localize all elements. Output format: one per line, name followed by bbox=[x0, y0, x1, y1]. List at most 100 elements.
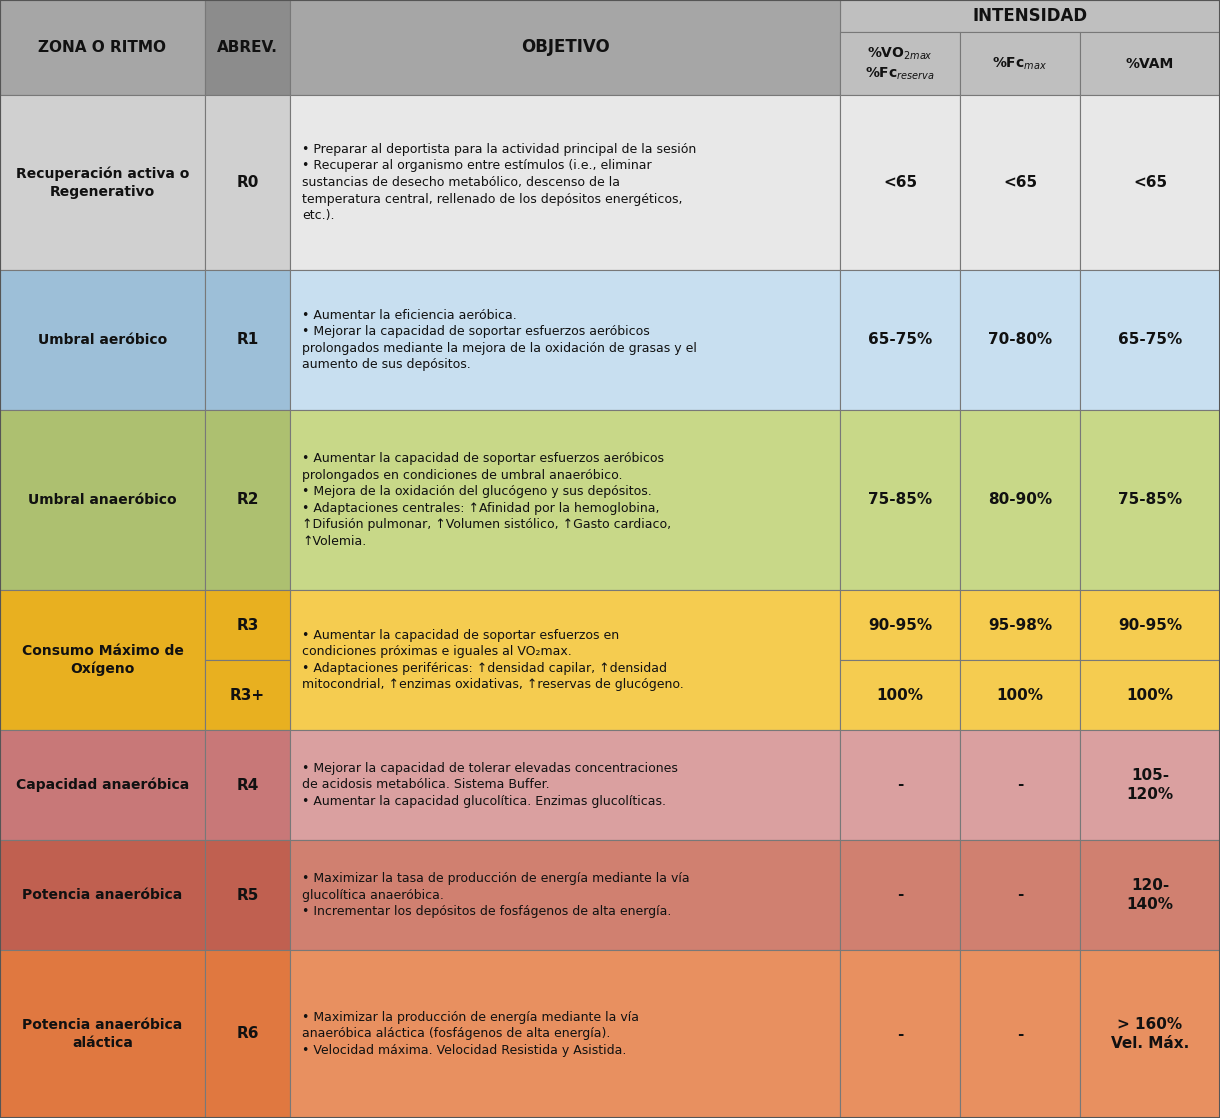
Bar bbox=[0, 730, 205, 840]
Text: R3+: R3+ bbox=[229, 688, 265, 702]
Bar bbox=[205, 730, 290, 840]
Text: > 160%
Vel. Máx.: > 160% Vel. Máx. bbox=[1111, 1017, 1190, 1051]
Text: 70-80%: 70-80% bbox=[988, 332, 1052, 348]
Bar bbox=[290, 95, 841, 271]
Bar bbox=[0, 271, 205, 410]
Bar bbox=[290, 0, 841, 95]
Bar bbox=[0, 950, 205, 1118]
Bar bbox=[841, 840, 960, 950]
Bar bbox=[1080, 660, 1220, 730]
Text: %VAM: %VAM bbox=[1126, 57, 1174, 70]
Text: R2: R2 bbox=[237, 493, 259, 508]
Bar bbox=[290, 840, 841, 950]
Bar bbox=[0, 95, 205, 271]
Text: R1: R1 bbox=[237, 332, 259, 348]
Bar bbox=[0, 410, 205, 590]
Bar bbox=[960, 32, 1080, 95]
Bar bbox=[290, 410, 841, 590]
Text: <65: <65 bbox=[883, 176, 917, 190]
Text: 80-90%: 80-90% bbox=[988, 493, 1052, 508]
Bar bbox=[0, 0, 205, 95]
Text: -: - bbox=[1016, 1026, 1024, 1042]
Bar bbox=[841, 590, 960, 660]
Text: 65-75%: 65-75% bbox=[867, 332, 932, 348]
Bar bbox=[1080, 271, 1220, 410]
Text: 90-95%: 90-95% bbox=[867, 617, 932, 633]
Text: • Mejorar la capacidad de tolerar elevadas concentraciones
de acidosis metabólic: • Mejorar la capacidad de tolerar elevad… bbox=[303, 762, 678, 808]
Text: <65: <65 bbox=[1133, 176, 1168, 190]
Text: -: - bbox=[1016, 888, 1024, 902]
Text: <65: <65 bbox=[1003, 176, 1037, 190]
Bar bbox=[1080, 95, 1220, 271]
Bar bbox=[0, 590, 205, 730]
Text: -: - bbox=[1016, 777, 1024, 793]
Text: Potencia anaeróbica: Potencia anaeróbica bbox=[22, 888, 183, 902]
Bar bbox=[1080, 410, 1220, 590]
Text: 75-85%: 75-85% bbox=[867, 493, 932, 508]
Bar bbox=[960, 660, 1080, 730]
Bar bbox=[841, 271, 960, 410]
Text: • Maximizar la producción de energía mediante la vía
anaeróbica aláctica (fosfág: • Maximizar la producción de energía med… bbox=[303, 1011, 639, 1057]
Bar bbox=[205, 660, 290, 730]
Bar bbox=[290, 271, 841, 410]
Text: Consumo Máximo de
Oxígeno: Consumo Máximo de Oxígeno bbox=[22, 644, 183, 676]
Bar bbox=[841, 950, 960, 1118]
Text: • Aumentar la capacidad de soportar esfuerzos en
condiciones próximas e iguales : • Aumentar la capacidad de soportar esfu… bbox=[303, 628, 683, 691]
Text: -: - bbox=[897, 777, 903, 793]
Text: Recuperación activa o
Regenerativo: Recuperación activa o Regenerativo bbox=[16, 167, 189, 199]
Text: 100%: 100% bbox=[1126, 688, 1174, 702]
Text: -: - bbox=[897, 1026, 903, 1042]
Text: 100%: 100% bbox=[876, 688, 924, 702]
Bar bbox=[205, 0, 290, 95]
Bar bbox=[960, 95, 1080, 271]
Text: • Preparar al deportista para la actividad principal de la sesión
• Recuperar al: • Preparar al deportista para la activid… bbox=[303, 143, 697, 222]
Bar bbox=[205, 950, 290, 1118]
Bar bbox=[205, 271, 290, 410]
Bar bbox=[1080, 590, 1220, 660]
Text: 120-
140%: 120- 140% bbox=[1126, 878, 1174, 912]
Text: %VO$_{2max}$
%Fc$_{reserva}$: %VO$_{2max}$ %Fc$_{reserva}$ bbox=[865, 46, 935, 82]
Bar bbox=[960, 271, 1080, 410]
Text: 65-75%: 65-75% bbox=[1118, 332, 1182, 348]
Text: R0: R0 bbox=[237, 176, 259, 190]
Text: INTENSIDAD: INTENSIDAD bbox=[972, 7, 1087, 25]
Bar bbox=[960, 950, 1080, 1118]
Bar bbox=[1080, 32, 1220, 95]
Text: OBJETIVO: OBJETIVO bbox=[521, 38, 609, 57]
Text: Umbral aeróbico: Umbral aeróbico bbox=[38, 333, 167, 347]
Text: R3: R3 bbox=[237, 617, 259, 633]
Text: %Fc$_{max}$: %Fc$_{max}$ bbox=[993, 55, 1048, 72]
Bar bbox=[960, 590, 1080, 660]
Bar bbox=[205, 590, 290, 660]
Bar bbox=[0, 840, 205, 950]
Text: R5: R5 bbox=[237, 888, 259, 902]
Text: 95-98%: 95-98% bbox=[988, 617, 1052, 633]
Bar bbox=[841, 95, 960, 271]
Text: R4: R4 bbox=[237, 777, 259, 793]
Bar bbox=[1080, 730, 1220, 840]
Text: • Aumentar la capacidad de soportar esfuerzos aeróbicos
prolongados en condicion: • Aumentar la capacidad de soportar esfu… bbox=[303, 453, 671, 548]
Text: 90-95%: 90-95% bbox=[1118, 617, 1182, 633]
Text: 105-
120%: 105- 120% bbox=[1126, 768, 1174, 802]
Text: 75-85%: 75-85% bbox=[1118, 493, 1182, 508]
Bar bbox=[841, 660, 960, 730]
Text: Potencia anaeróbica
aláctica: Potencia anaeróbica aláctica bbox=[22, 1018, 183, 1050]
Bar bbox=[841, 410, 960, 590]
Text: Capacidad anaeróbica: Capacidad anaeróbica bbox=[16, 778, 189, 793]
Text: ZONA O RITMO: ZONA O RITMO bbox=[39, 40, 166, 55]
Text: R6: R6 bbox=[237, 1026, 259, 1042]
Bar bbox=[205, 410, 290, 590]
Bar bbox=[960, 730, 1080, 840]
Bar bbox=[960, 410, 1080, 590]
Bar bbox=[290, 590, 841, 730]
Text: ABREV.: ABREV. bbox=[217, 40, 278, 55]
Bar bbox=[290, 730, 841, 840]
Bar bbox=[841, 0, 1220, 32]
Bar bbox=[290, 950, 841, 1118]
Bar bbox=[841, 32, 960, 95]
Text: -: - bbox=[897, 888, 903, 902]
Text: 100%: 100% bbox=[997, 688, 1043, 702]
Bar bbox=[841, 730, 960, 840]
Bar bbox=[205, 840, 290, 950]
Bar bbox=[960, 840, 1080, 950]
